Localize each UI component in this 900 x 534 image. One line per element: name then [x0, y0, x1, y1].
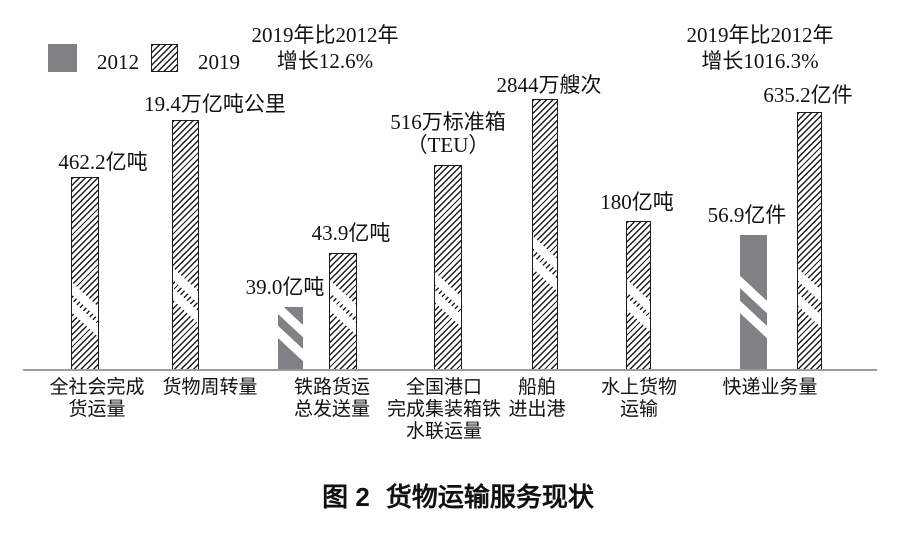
value-label-waterway-freight-2019: 180亿吨 — [600, 190, 674, 214]
bar-freight-turnover-2019 — [172, 120, 199, 370]
growth-annotation-left-line1: 2019年比2012年 — [251, 23, 399, 47]
bar-rail-freight-2019 — [329, 253, 357, 370]
value-label-rail-freight-2019: 43.9亿吨 — [311, 221, 391, 245]
axis-label-rail-freight: 铁路货运 总发送量 — [293, 377, 371, 420]
bar-express-delivery-2019 — [797, 112, 822, 370]
axis-label-ship-port-calls: 船舶 进出港 — [508, 377, 566, 420]
axis-label-freight-turnover: 货物周转量 — [162, 377, 258, 398]
figure-caption-title: 货物运输服务现状 — [385, 482, 594, 512]
x-axis-line — [23, 369, 877, 371]
growth-annotation-right: 2019年比2012年 增长1016.3% — [687, 22, 834, 74]
bar-ship-port-calls-2019 — [532, 99, 558, 370]
growth-annotation-right-line2: 增长1016.3% — [701, 49, 819, 73]
legend-label-2012: 2012 — [97, 50, 139, 74]
value-label-rail-water-container-2019: 516万标准箱 （TEU） — [390, 110, 506, 157]
growth-annotation-left: 2019年比2012年 增长12.6% — [252, 22, 399, 74]
bar-rail-freight-2012 — [278, 307, 303, 370]
growth-annotation-right-line1: 2019年比2012年 — [686, 23, 834, 47]
axis-label-express-delivery: 快递业务量 — [722, 377, 818, 398]
value-label-ship-port-calls-2019: 2844万艘次 — [496, 73, 602, 97]
value-label-express-delivery-2012: 56.9亿件 — [707, 203, 787, 227]
figure-caption-number: 图 2 — [322, 482, 370, 512]
legend-swatch-2019 — [151, 44, 178, 72]
bar-society-freight-2019 — [71, 177, 99, 370]
value-label-rail-freight-2012: 39.0亿吨 — [245, 275, 325, 299]
bar-waterway-freight-2019 — [626, 221, 651, 370]
legend-swatch-2012 — [48, 44, 77, 72]
growth-annotation-left-line2: 增长12.6% — [276, 49, 374, 73]
value-label-society-freight-2019: 462.2亿吨 — [58, 150, 148, 174]
legend-label-2019: 2019 — [198, 50, 240, 74]
bar-rail-water-container-2019 — [434, 165, 462, 370]
axis-label-rail-water-container: 全国港口 完成集装箱铁 水联运量 — [386, 377, 502, 442]
value-label-express-delivery-2019: 635.2亿件 — [763, 83, 853, 107]
axis-label-society-freight: 全社会完成 货运量 — [49, 377, 145, 420]
value-label-freight-turnover-2019: 19.4万亿吨公里 — [144, 92, 286, 116]
axis-label-waterway-freight: 水上货物 运输 — [600, 377, 678, 420]
figure-caption: 图 2 货物运输服务现状 — [322, 477, 594, 514]
bar-express-delivery-2012 — [740, 235, 767, 370]
